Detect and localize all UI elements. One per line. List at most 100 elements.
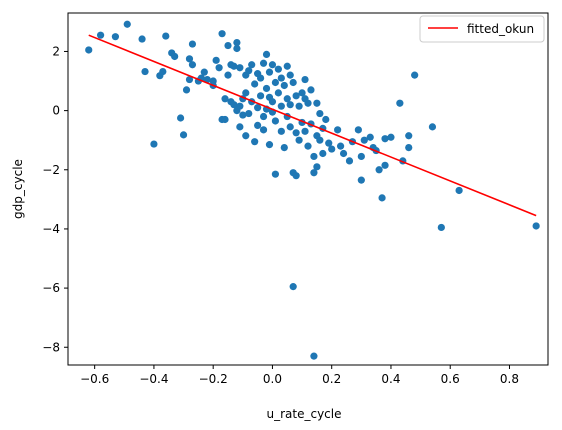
data-point [254,104,262,112]
data-point [271,78,280,87]
data-point [316,136,324,144]
data-point [212,56,220,64]
data-point [280,81,288,90]
data-point [286,101,294,109]
data-point [310,152,318,161]
data-point [182,86,191,94]
data-point [179,131,188,139]
data-point [298,89,306,97]
x-tick-label: −0.6 [80,372,109,386]
data-point [259,59,268,67]
data-point [200,68,208,76]
data-point [277,102,285,110]
data-point [265,141,274,149]
y-tick-label: −6 [42,281,60,295]
data-point [375,166,383,174]
data-point [277,127,285,135]
data-point [286,71,294,79]
data-point [381,161,389,169]
y-axis-title: gdp_cycle [11,159,25,219]
data-point [141,67,149,76]
data-point [236,123,244,131]
x-tick-labels: −0.6 −0.4 −0.2 0.0 0.2 0.4 0.6 0.8 [80,372,519,386]
data-point [455,186,463,195]
data-point [171,52,179,61]
legend: fitted_okun [419,15,545,43]
data-point [259,112,268,121]
data-point [188,61,197,69]
data-point [188,40,197,48]
data-point [215,64,223,72]
data-point [277,74,285,82]
data-point [236,64,244,72]
data-point [295,136,303,144]
data-point [230,101,238,109]
y-tick-label: −4 [42,222,60,236]
y-tick-labels: −8 −6 −4 −2 0 2 [42,44,60,354]
data-point [239,111,247,119]
data-point [289,283,297,291]
data-point [345,157,354,165]
data-point [319,149,327,158]
data-point [274,89,282,97]
fit-line [88,34,537,217]
data-point [256,92,265,100]
data-point [138,35,146,43]
data-point [283,62,291,70]
data-point [150,140,158,148]
data-point [218,30,226,38]
data-point [307,86,315,94]
legend-label: fitted_okun [467,22,534,36]
x-tick-label: −0.4 [139,372,168,386]
data-point [313,99,321,107]
x-tick-label: 0.6 [441,372,460,386]
data-point [242,89,250,97]
data-point [354,126,362,134]
data-point [230,62,238,70]
x-tick-label: 0.8 [500,372,519,386]
data-point [274,65,282,73]
data-point [336,142,345,150]
data-point [405,132,413,140]
tick-marks [64,50,510,369]
plot-frame [67,12,549,366]
data-point [254,121,262,130]
data-point [411,71,419,79]
data-point [304,99,312,107]
y-tick-label: −2 [42,163,60,177]
data-point [203,75,211,84]
data-point [248,61,256,69]
data-point [265,68,274,76]
data-point [310,169,318,177]
data-point [245,67,253,75]
data-point [295,102,303,110]
data-point [259,126,268,134]
data-point [224,41,232,50]
data-point [245,109,253,118]
data-point [387,133,395,141]
data-point [221,115,229,124]
data-point [357,152,365,161]
data-point [96,31,105,39]
data-point [236,102,244,110]
data-point [268,98,277,106]
data-point [111,33,120,41]
data-point [304,142,312,150]
data-point [256,74,265,82]
data-point [289,78,297,87]
data-point [159,67,167,76]
data-point [251,80,259,88]
data-point [437,223,445,232]
x-tick-label: −0.2 [199,372,228,386]
x-tick-label: 0.4 [381,372,400,386]
data-point [360,136,368,144]
data-point [313,163,321,171]
data-point [328,145,336,153]
data-point [428,123,437,131]
x-tick-label: 0.2 [322,372,341,386]
data-point [268,61,277,69]
data-point [322,115,330,124]
data-point [339,149,348,158]
data-point [162,32,170,40]
